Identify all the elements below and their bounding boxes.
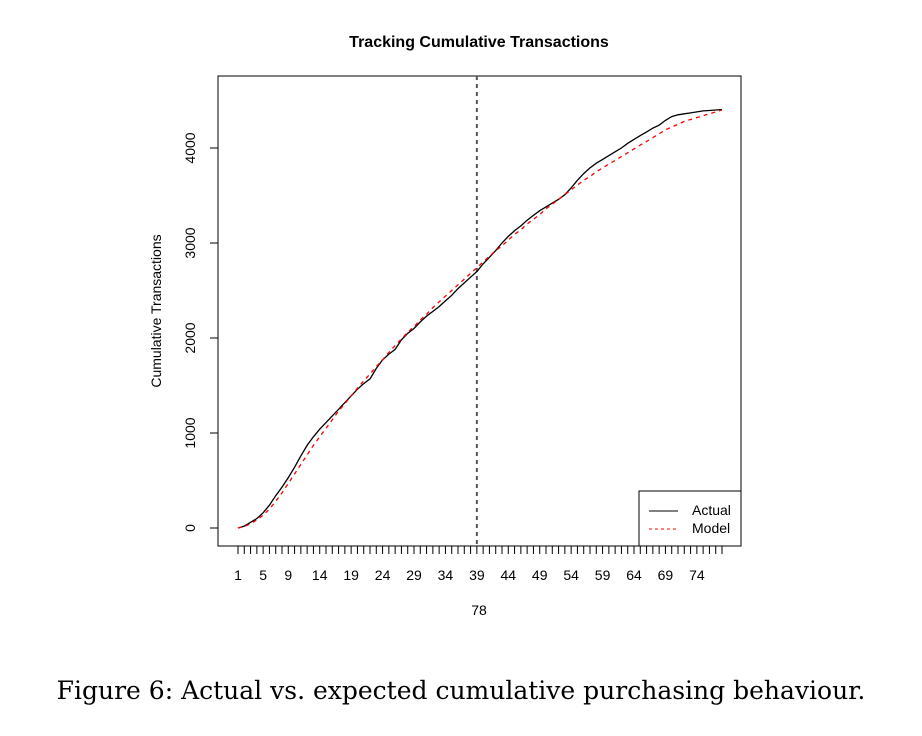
figure-caption: Figure 6: Actual vs. expected cumulative… [56, 676, 866, 705]
x-tick-label: 49 [532, 567, 548, 583]
y-tick-label: 3000 [182, 227, 198, 258]
x-axis-label: 78 [471, 602, 487, 618]
legend-actual-label: Actual [692, 502, 731, 518]
x-tick-label: 9 [284, 567, 292, 583]
legend-model-label: Model [692, 520, 730, 536]
y-tick-label: 1000 [182, 417, 198, 448]
x-tick-label: 64 [626, 567, 642, 583]
x-tick-label: 54 [563, 567, 579, 583]
plot-frame [217, 75, 742, 547]
chart-title: Tracking Cumulative Transactions [349, 34, 609, 51]
x-tick-label: 34 [438, 567, 454, 583]
y-axis-label: Cumulative Transactions [148, 234, 164, 387]
x-tick-label: 29 [406, 567, 422, 583]
x-axis: 1 5 9 14 19 24 29 34 39 44 49 54 59 64 69 74 [234, 546, 723, 583]
y-tick-label: 0 [182, 524, 198, 532]
x-tick-label: 5 [259, 567, 267, 583]
x-tick-label: 74 [689, 567, 705, 583]
legend: Actual Model [638, 490, 742, 547]
series-line-model [237, 109, 723, 529]
x-tick-label: 19 [343, 567, 359, 583]
x-tick-label: 59 [595, 567, 611, 583]
x-tick-label: 39 [469, 567, 485, 583]
x-tick-label: 14 [312, 567, 328, 583]
x-tick-label: 44 [500, 567, 516, 583]
legend-box [638, 490, 742, 547]
series-line-actual [237, 108, 723, 529]
x-tick-label: 24 [375, 567, 391, 583]
y-axis: 0 1000 2000 3000 4000 [182, 132, 218, 532]
x-tick-label: 69 [658, 567, 674, 583]
y-tick-label: 4000 [182, 132, 198, 163]
x-tick-label: 1 [234, 567, 242, 583]
series-layer [237, 108, 723, 529]
y-tick-label: 2000 [182, 322, 198, 353]
